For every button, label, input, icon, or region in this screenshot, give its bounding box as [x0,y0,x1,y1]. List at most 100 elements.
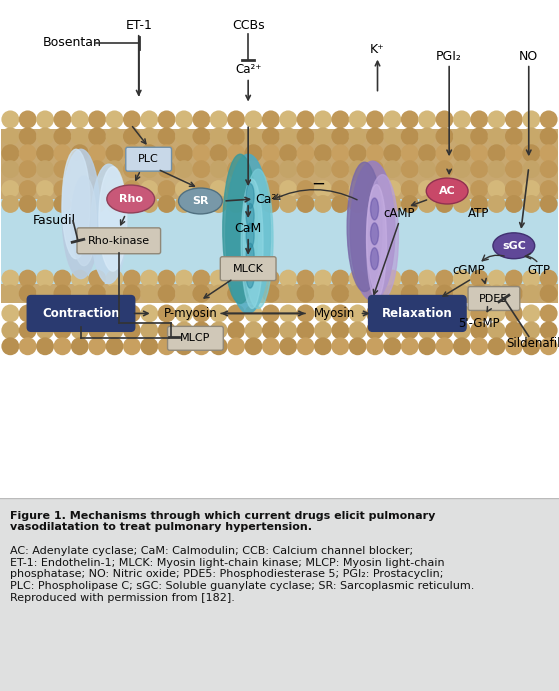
Circle shape [36,321,54,339]
Circle shape [158,285,176,303]
Circle shape [453,144,471,162]
Circle shape [280,111,297,129]
Circle shape [227,180,245,198]
Circle shape [158,160,176,178]
Circle shape [331,305,349,323]
Circle shape [418,111,436,129]
Text: PGI₂: PGI₂ [436,50,462,63]
Circle shape [487,144,505,162]
Circle shape [227,111,245,129]
Circle shape [331,180,349,198]
FancyBboxPatch shape [220,257,276,281]
Circle shape [539,285,558,303]
Circle shape [487,305,505,323]
Circle shape [19,127,37,145]
Circle shape [36,195,54,213]
Circle shape [123,337,141,355]
Circle shape [36,160,54,178]
Circle shape [88,180,106,198]
Circle shape [19,337,37,355]
Circle shape [366,285,384,303]
Circle shape [175,160,193,178]
Circle shape [140,269,158,287]
Ellipse shape [62,149,100,278]
Circle shape [158,195,176,213]
Ellipse shape [427,178,468,204]
Circle shape [244,285,262,303]
Text: Ca²⁺: Ca²⁺ [235,63,262,76]
Text: MLCK: MLCK [233,264,264,274]
Ellipse shape [72,176,96,265]
Circle shape [36,305,54,323]
Circle shape [297,321,315,339]
Circle shape [453,127,471,145]
FancyBboxPatch shape [368,296,466,332]
Circle shape [210,305,228,323]
FancyBboxPatch shape [77,228,160,254]
Circle shape [280,305,297,323]
Circle shape [106,127,124,145]
Circle shape [192,127,210,145]
Circle shape [487,285,505,303]
Circle shape [522,111,540,129]
Circle shape [539,160,558,178]
Circle shape [366,305,384,323]
Circle shape [54,337,72,355]
Circle shape [192,111,210,129]
Text: P-myosin: P-myosin [164,307,217,320]
Circle shape [383,127,401,145]
FancyBboxPatch shape [27,296,135,332]
Circle shape [401,180,419,198]
Circle shape [1,160,20,178]
Circle shape [539,111,558,129]
Circle shape [158,321,176,339]
Circle shape [487,111,505,129]
Circle shape [470,195,488,213]
Circle shape [539,337,558,355]
Circle shape [19,321,37,339]
Circle shape [366,180,384,198]
Circle shape [505,305,523,323]
Circle shape [297,180,315,198]
Circle shape [88,285,106,303]
Circle shape [54,160,72,178]
Circle shape [36,144,54,162]
Circle shape [505,337,523,355]
Circle shape [88,160,106,178]
Circle shape [349,180,367,198]
Circle shape [401,111,419,129]
Circle shape [1,321,20,339]
Circle shape [522,269,540,287]
FancyBboxPatch shape [0,498,559,691]
Circle shape [54,180,72,198]
Circle shape [158,305,176,323]
Circle shape [453,111,471,129]
Text: cAMP: cAMP [383,207,415,220]
Circle shape [383,160,401,178]
Circle shape [331,160,349,178]
Ellipse shape [246,243,254,268]
FancyBboxPatch shape [468,287,520,310]
Circle shape [88,321,106,339]
Circle shape [349,305,367,323]
Circle shape [470,160,488,178]
Circle shape [1,127,20,145]
Circle shape [36,111,54,129]
Circle shape [401,337,419,355]
Circle shape [349,160,367,178]
Ellipse shape [246,223,254,248]
Circle shape [88,269,106,287]
Circle shape [435,160,453,178]
Circle shape [244,195,262,213]
Circle shape [192,269,210,287]
Circle shape [418,305,436,323]
Circle shape [297,285,315,303]
Ellipse shape [350,161,395,301]
Circle shape [522,160,540,178]
Circle shape [210,144,228,162]
Circle shape [280,321,297,339]
Circle shape [140,127,158,145]
Circle shape [487,127,505,145]
Circle shape [418,180,436,198]
Circle shape [36,127,54,145]
